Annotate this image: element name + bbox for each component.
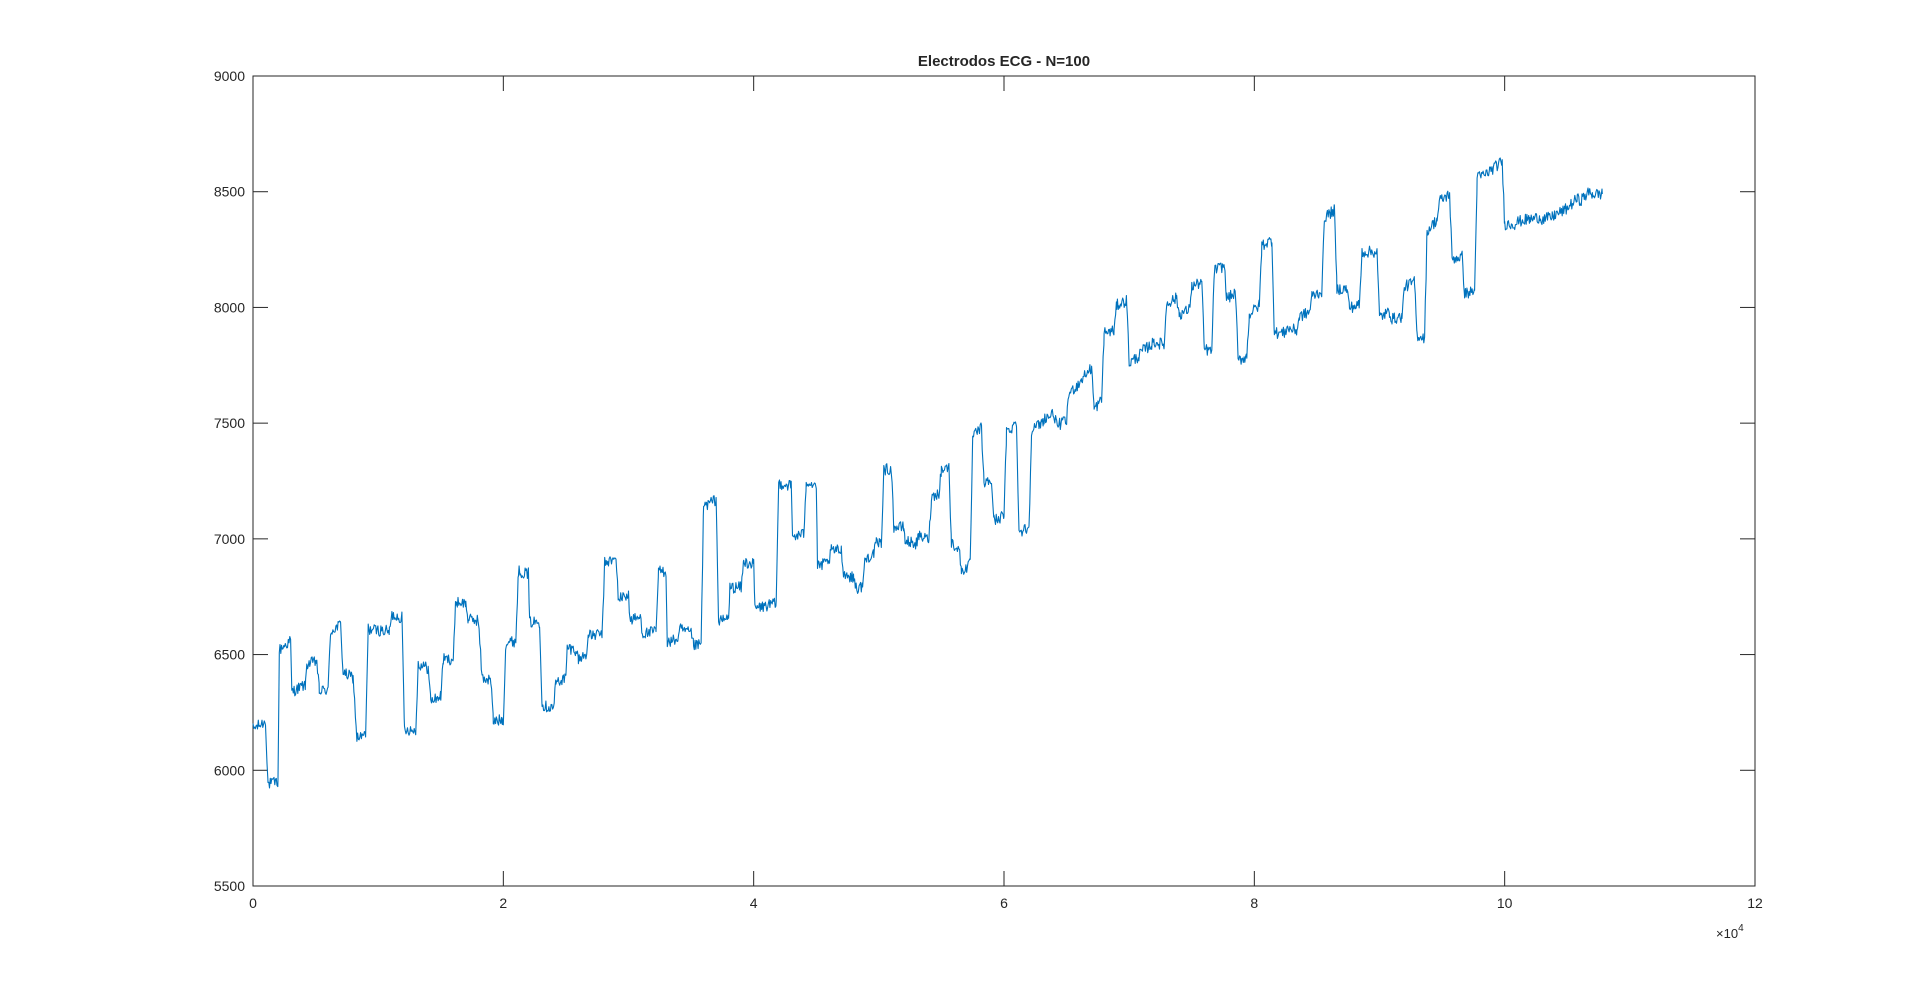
y-tick-label: 6500	[214, 647, 245, 663]
y-tick-label: 7000	[214, 531, 245, 547]
y-tick-label: 7500	[214, 415, 245, 431]
x-tick-label: 12	[1747, 895, 1763, 911]
x-exponent-power: 4	[1738, 923, 1744, 934]
x-tick-label: 6	[1000, 895, 1008, 911]
y-tick-label: 5500	[214, 878, 245, 894]
y-tick-label: 6000	[214, 762, 245, 778]
x-exponent-label: ×104	[1716, 923, 1744, 941]
x-tick-label: 2	[499, 895, 507, 911]
x-tick-label: 4	[750, 895, 758, 911]
series-line	[252, 157, 1603, 789]
x-tick-label: 0	[249, 895, 257, 911]
x-tick-label: 8	[1250, 895, 1258, 911]
y-tick-label: 9000	[214, 68, 245, 84]
chart-title: Electrodos ECG - N=100	[918, 53, 1090, 70]
tick-labels: 0 2 4 6 8 10 12 5500 6000 6500 7000 7500 8000 8500 900…	[214, 68, 1763, 911]
x-tick-label: 10	[1497, 895, 1513, 911]
y-tick-label: 8500	[214, 184, 245, 200]
y-tick-label: 8000	[214, 299, 245, 315]
x-exponent-base: ×10	[1716, 926, 1738, 941]
ticks	[252, 75, 1756, 887]
